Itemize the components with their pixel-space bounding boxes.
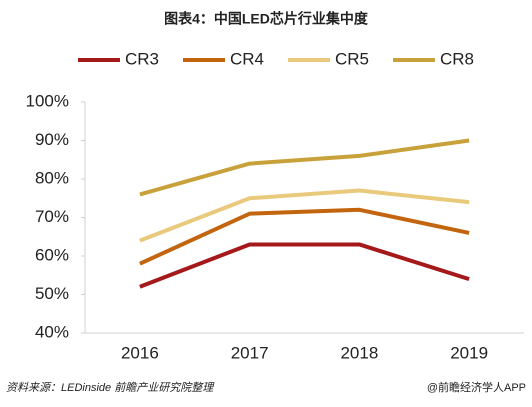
legend-label: CR8 [440,49,474,68]
y-tick-label: 90% [35,130,69,149]
line [139,242,470,289]
y-tick-label: 60% [35,245,69,264]
chart-title: 图表4：中国LED芯片行业集中度 [164,11,369,27]
y-tick-label: 70% [35,207,69,226]
line [139,138,470,197]
x-tick-label: 2019 [450,343,488,362]
line [139,188,470,243]
source: 资料来源：LEDinside 前瞻产业研究院整理 [6,381,215,394]
y-tick-label: 100% [26,91,69,110]
legend-label: CR3 [125,49,159,68]
y-tick-label: 80% [35,168,69,187]
legend-label: CR4 [230,49,264,68]
credit: @前瞻经济学人APP [427,380,526,394]
y-tick-label: 50% [35,284,69,303]
y-tick-label: 40% [35,322,69,341]
x-tick-label: 2016 [121,343,159,362]
x-tick-label: 2018 [340,343,378,362]
line [139,207,470,266]
x-tick-label: 2017 [231,343,269,362]
legend-label: CR5 [335,49,369,68]
